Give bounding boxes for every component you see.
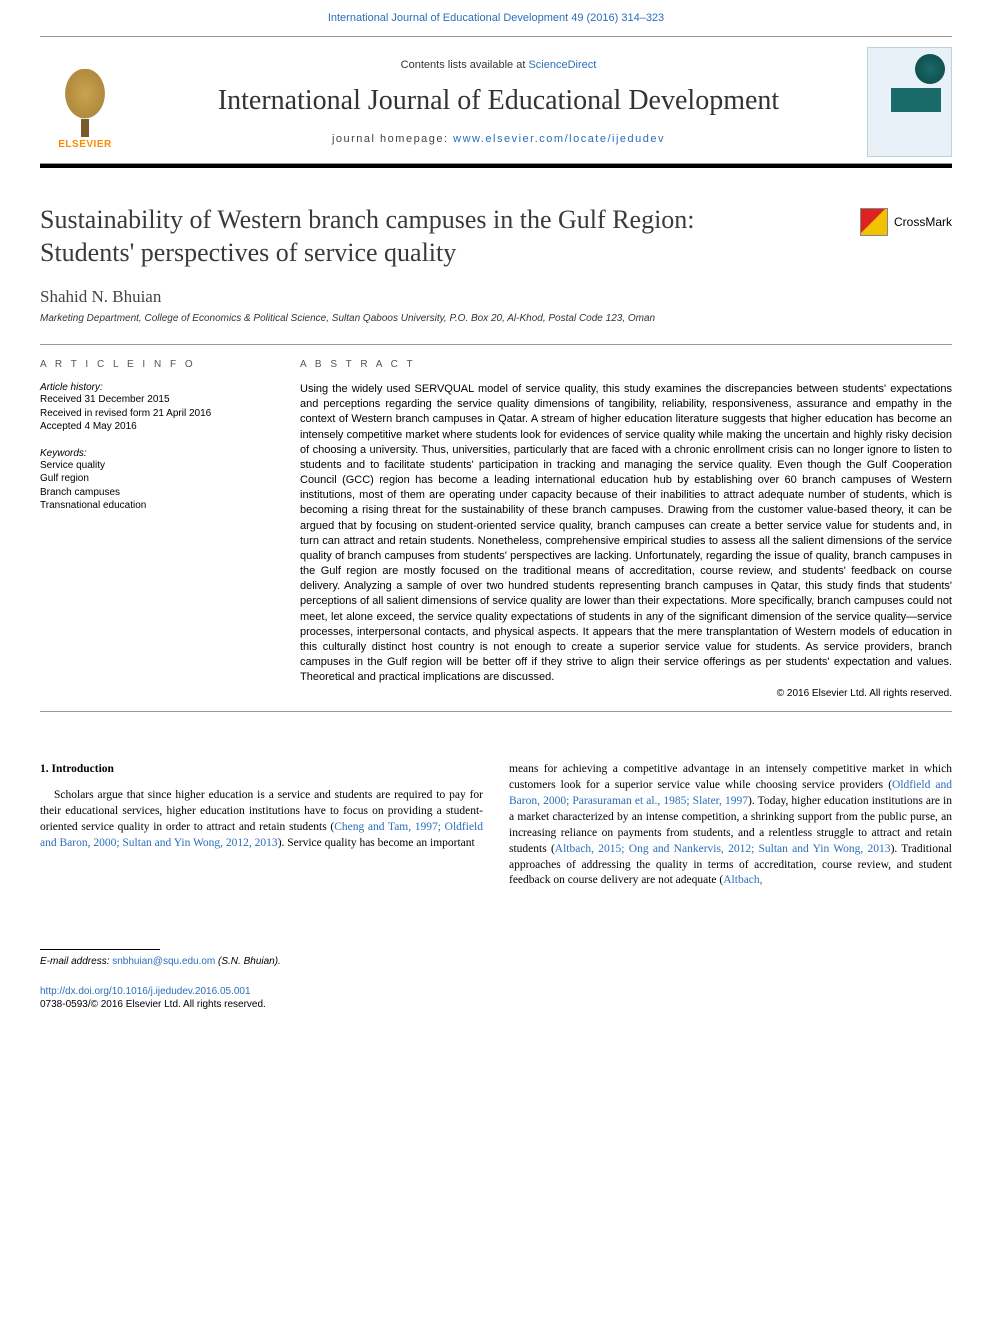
abstract-text: Using the widely used SERVQUAL model of … [300,382,952,685]
history-revised: Received in revised form 21 April 2016 [40,407,270,421]
abstract-copyright: © 2016 Elsevier Ltd. All rights reserved… [300,688,952,699]
ref-link-3[interactable]: Altbach, 2015; Ong and Nankervis, 2012; … [555,843,891,855]
contents-prefix: Contents lists available at [401,59,529,71]
intro-para-2: means for achieving a competitive advant… [509,762,952,889]
crossmark-badge[interactable]: CrossMark [860,208,952,236]
meta-top-rule [40,344,952,345]
email-label: E-mail address: [40,956,112,967]
journal-cover-thumb [867,47,952,157]
body-columns: 1. Introduction Scholars argue that sinc… [40,762,952,889]
intro-para-1: Scholars argue that since higher educati… [40,788,483,851]
keywords-label: Keywords: [40,448,270,459]
history-received: Received 31 December 2015 [40,393,270,407]
header-rule [40,164,952,168]
article-info-heading: A R T I C L E I N F O [40,359,270,370]
doi-link[interactable]: http://dx.doi.org/10.1016/j.ijedudev.201… [40,986,251,997]
author-email-link[interactable]: snbhuian@squ.edu.om [112,956,215,967]
footnote-rule [40,949,160,950]
homepage-label: journal homepage: [332,133,453,145]
email-suffix: (S.N. Bhuian). [215,956,281,967]
abstract-block: A B S T R A C T Using the widely used SE… [300,359,952,699]
history-label: Article history: [40,382,270,393]
article-info-block: A R T I C L E I N F O Article history: R… [40,359,270,699]
crossmark-icon [860,208,888,236]
intro-text-2a: means for achieving a competitive advant… [509,763,952,791]
keyword-0: Service quality [40,459,270,473]
abstract-heading: A B S T R A C T [300,359,952,370]
ref-link-4[interactable]: Altbach, [723,874,762,886]
crossmark-label: CrossMark [894,215,952,229]
publisher-logo: ELSEVIER [40,52,130,152]
section-1-heading: 1. Introduction [40,762,483,778]
meta-bottom-rule [40,711,952,712]
homepage-link[interactable]: www.elsevier.com/locate/ijedudev [453,133,665,145]
contents-available: Contents lists available at ScienceDirec… [142,59,855,71]
keyword-1: Gulf region [40,472,270,486]
issn-copyright: 0738-0593/© 2016 Elsevier Ltd. All right… [40,999,266,1010]
journal-name: International Journal of Educational Dev… [142,85,855,117]
elsevier-tree-icon [55,69,115,139]
sciencedirect-link[interactable]: ScienceDirect [528,59,596,71]
keyword-3: Transnational education [40,499,270,513]
publisher-name: ELSEVIER [58,139,111,150]
article-title: Sustainability of Western branch campuse… [40,204,790,269]
author-name: Shahid N. Bhuian [40,287,952,307]
history-accepted: Accepted 4 May 2016 [40,420,270,434]
journal-header: ELSEVIER Contents lists available at Sci… [40,36,952,164]
doi-block: http://dx.doi.org/10.1016/j.ijedudev.201… [40,985,952,1011]
corresponding-email: E-mail address: snbhuian@squ.edu.om (S.N… [40,956,952,967]
author-affiliation: Marketing Department, College of Economi… [40,313,952,324]
journal-homepage: journal homepage: www.elsevier.com/locat… [142,133,855,145]
citation-link[interactable]: International Journal of Educational Dev… [328,12,664,24]
keyword-2: Branch campuses [40,486,270,500]
intro-text-1b: ). Service quality has become an importa… [278,837,475,849]
